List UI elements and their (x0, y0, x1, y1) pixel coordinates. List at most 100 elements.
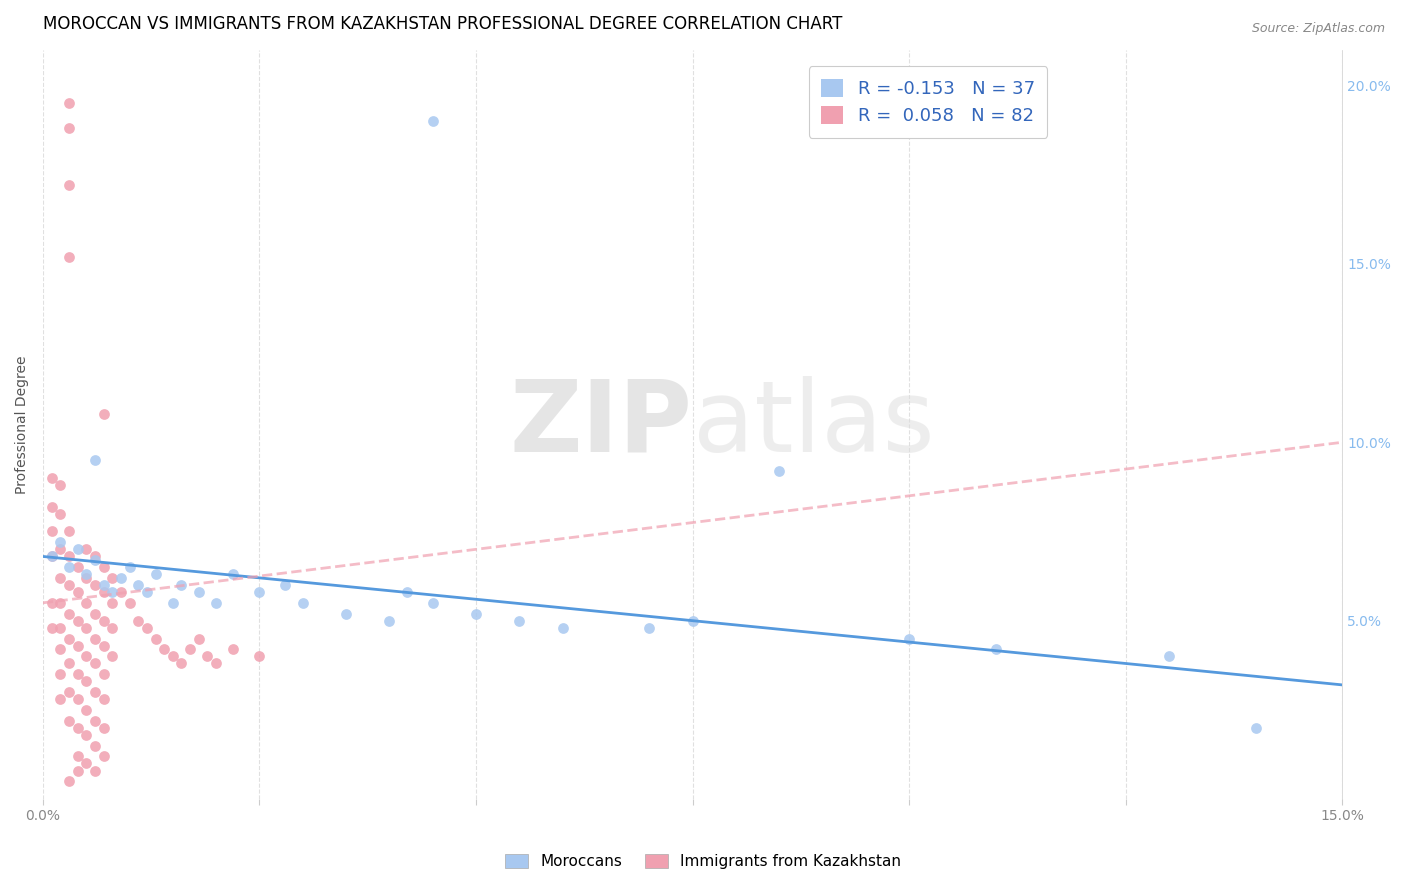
Point (508, 614, 530, 628)
Point (83, 549, 105, 564)
Point (222, 567, 245, 582)
Point (66, 560, 89, 574)
Point (83, 685, 105, 699)
Point (83, 553, 105, 567)
Point (41, 549, 63, 564)
Point (101, 649, 124, 664)
Point (205, 657, 228, 671)
Point (187, 585, 209, 599)
Point (93, 560, 115, 574)
Point (75, 571, 97, 585)
Point (135, 585, 157, 599)
Point (93, 667, 115, 681)
Point (58, 524, 80, 539)
Point (93, 749, 115, 764)
Point (83, 453, 105, 467)
Point (118, 596, 141, 610)
Point (66, 667, 89, 681)
Point (75, 703, 97, 717)
Text: MOROCCAN VS IMMIGRANTS FROM KAZAKHSTAN PROFESSIONAL DEGREE CORRELATION CHART: MOROCCAN VS IMMIGRANTS FROM KAZAKHSTAN P… (44, 15, 842, 33)
Point (58, 714, 80, 728)
Point (465, 607, 488, 621)
Point (58, 578, 80, 592)
Point (101, 571, 124, 585)
Point (58, 549, 80, 564)
Point (378, 614, 401, 628)
Point (110, 585, 132, 599)
Point (58, 657, 80, 671)
Point (1157, 649, 1180, 664)
Point (66, 692, 89, 706)
Point (58, 632, 80, 646)
Point (291, 596, 314, 610)
Point (1244, 721, 1267, 735)
Point (83, 578, 105, 592)
Point (49, 642, 72, 657)
Text: atlas: atlas (693, 376, 934, 473)
Point (75, 674, 97, 689)
Point (49, 507, 72, 521)
Point (58, 121, 80, 136)
Point (205, 596, 228, 610)
Point (93, 578, 115, 592)
Point (58, 178, 80, 193)
Point (638, 621, 661, 635)
Point (66, 542, 89, 557)
Point (93, 614, 115, 628)
Point (170, 578, 193, 592)
Point (75, 728, 97, 742)
Point (101, 585, 124, 599)
Point (49, 621, 72, 635)
Point (41, 471, 63, 485)
Point (179, 642, 201, 657)
Point (101, 621, 124, 635)
Point (49, 692, 72, 706)
Point (41, 500, 63, 514)
Point (41, 621, 63, 635)
Point (984, 642, 1007, 657)
Point (41, 596, 63, 610)
Point (93, 639, 115, 653)
Point (75, 621, 97, 635)
Text: Source: ZipAtlas.com: Source: ZipAtlas.com (1251, 22, 1385, 36)
Point (83, 714, 105, 728)
Point (422, 596, 444, 610)
Point (66, 614, 89, 628)
Legend: R = -0.153   N = 37, R =  0.058   N = 82: R = -0.153 N = 37, R = 0.058 N = 82 (808, 66, 1047, 137)
Point (898, 632, 921, 646)
Point (49, 535, 72, 549)
Point (93, 721, 115, 735)
Point (75, 649, 97, 664)
Point (75, 596, 97, 610)
Point (162, 596, 184, 610)
Point (145, 632, 167, 646)
Point (335, 607, 357, 621)
Point (41, 549, 63, 564)
Point (768, 464, 790, 478)
Point (58, 96, 80, 111)
Point (249, 585, 271, 599)
Point (49, 571, 72, 585)
Point (249, 649, 271, 664)
Point (66, 639, 89, 653)
Point (58, 607, 80, 621)
Point (83, 764, 105, 778)
Point (422, 114, 444, 128)
Point (222, 642, 245, 657)
Point (110, 571, 132, 585)
Point (83, 657, 105, 671)
Point (49, 542, 72, 557)
Point (58, 560, 80, 574)
Point (127, 614, 149, 628)
Point (49, 478, 72, 492)
Point (58, 774, 80, 789)
Point (66, 585, 89, 599)
Point (75, 567, 97, 582)
Point (187, 632, 209, 646)
Point (83, 739, 105, 753)
Point (395, 585, 418, 599)
Point (197, 649, 219, 664)
Point (551, 621, 574, 635)
Point (101, 596, 124, 610)
Point (682, 614, 704, 628)
